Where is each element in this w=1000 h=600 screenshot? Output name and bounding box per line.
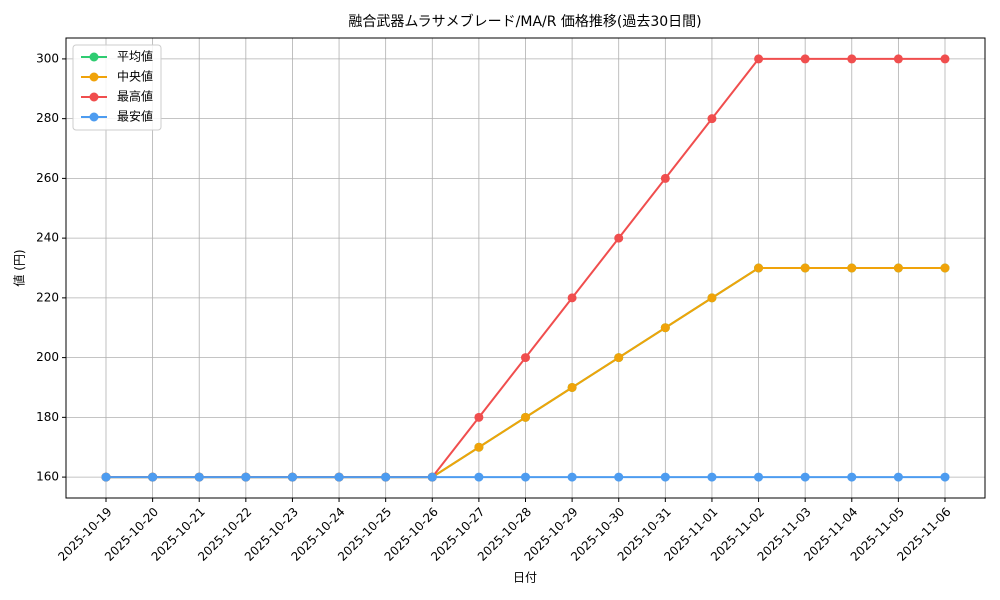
legend-marker <box>89 72 99 82</box>
data-point <box>940 263 950 273</box>
y-axis-label: 値 (円) <box>12 249 27 286</box>
data-point <box>148 472 158 482</box>
data-point <box>847 263 857 273</box>
data-point <box>893 54 903 64</box>
legend-marker <box>89 112 99 122</box>
data-point <box>194 472 204 482</box>
data-point <box>800 54 810 64</box>
legend-label: 中央値 <box>117 69 153 84</box>
legend-box <box>72 44 162 131</box>
data-point <box>101 472 111 482</box>
data-point <box>567 293 577 303</box>
data-point <box>893 263 903 273</box>
y-tick-label: 240 <box>36 231 59 245</box>
data-point <box>521 472 530 482</box>
legend-label: 最高値 <box>117 89 153 104</box>
x-axis-label: 日付 <box>513 571 537 585</box>
legend-label: 最安値 <box>117 109 153 124</box>
data-point <box>567 382 577 392</box>
data-point <box>474 442 484 452</box>
y-tick-label: 220 <box>36 290 59 304</box>
chart-title: 融合武器ムラサメブレード/MA/R 価格推移(過去30日間) <box>348 13 701 30</box>
data-point <box>847 472 857 482</box>
data-point <box>893 472 903 482</box>
y-tick-label: 300 <box>36 51 59 65</box>
y-tick-label: 160 <box>36 470 59 484</box>
data-point <box>614 472 624 482</box>
data-point <box>707 114 717 124</box>
data-point <box>660 472 670 482</box>
data-point <box>287 472 297 482</box>
data-point <box>707 472 717 482</box>
data-point <box>521 412 530 422</box>
data-point <box>660 323 670 333</box>
data-point <box>474 412 484 422</box>
data-point <box>474 472 484 482</box>
data-point <box>381 472 391 482</box>
data-point <box>940 54 950 64</box>
y-tick-label: 200 <box>36 350 59 364</box>
data-point <box>847 54 857 64</box>
plot-frame <box>65 37 986 499</box>
legend-marker <box>89 92 99 102</box>
data-point <box>800 472 810 482</box>
data-point <box>521 353 530 363</box>
data-point <box>241 472 251 482</box>
data-point <box>614 233 624 243</box>
y-tick-label: 280 <box>36 111 59 125</box>
data-point <box>334 472 344 482</box>
data-point <box>567 472 577 482</box>
data-point <box>754 263 764 273</box>
data-point <box>940 472 950 482</box>
data-point <box>707 293 717 303</box>
legend-label: 平均値 <box>117 49 153 64</box>
y-tick-label: 180 <box>36 410 59 424</box>
data-point <box>754 472 764 482</box>
data-point <box>754 54 764 64</box>
data-point <box>800 263 810 273</box>
data-point <box>427 472 437 482</box>
y-tick-label: 260 <box>36 171 59 185</box>
data-point <box>614 353 624 363</box>
legend-marker <box>89 52 99 62</box>
data-point <box>660 173 670 183</box>
